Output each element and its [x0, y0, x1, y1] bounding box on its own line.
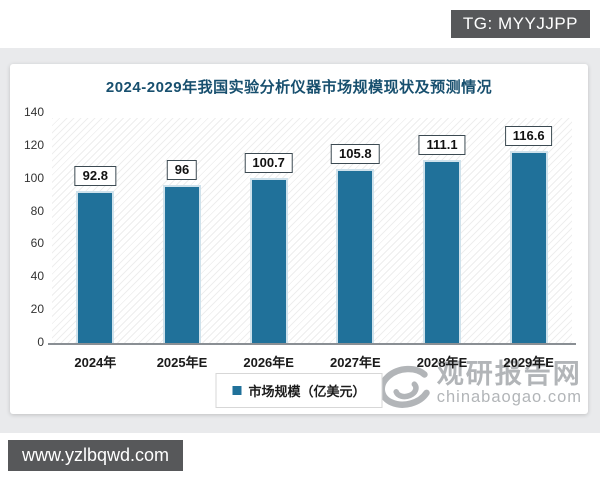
bar-value-label: 96 — [166, 160, 198, 181]
chart-title: 2024-2029年我国实验分析仪器市场规模现状及预测情况 — [105, 79, 493, 96]
y-tick-label: 120 — [23, 137, 44, 152]
bar-value-label: 111.1 — [418, 135, 466, 156]
bar-2025年E — [163, 185, 201, 343]
source-watermark: 观研报告网 chinabaogao.com — [377, 360, 582, 412]
x-axis-label: 2028年E — [416, 355, 468, 370]
bar-2028年E — [423, 160, 461, 343]
chart-legend: 市场规模（亿美元） — [215, 373, 383, 408]
y-tick-label: 140 — [23, 105, 44, 119]
chart-card: 2024-2029年我国实验分析仪器市场规模现状及预测情况 0 20 40 60 80 1… — [10, 64, 588, 414]
y-tick-label: 100 — [23, 170, 44, 185]
bar-value-label: 105.8 — [331, 144, 380, 165]
y-tick-label: 40 — [30, 269, 44, 284]
x-axis-label: 2024年 — [74, 355, 117, 370]
bar-value-label: 100.7 — [244, 152, 293, 173]
x-axis-label: 2026年E — [243, 355, 294, 370]
legend-label: 市场规模（亿美元） — [248, 384, 366, 399]
legend-marker-icon — [232, 386, 242, 395]
y-tick-label: 80 — [30, 203, 44, 218]
watermark-domain: chinabaogao.com — [436, 388, 582, 407]
y-tick-label: 0 — [37, 335, 44, 349]
x-axis-label: 2029年E — [503, 355, 554, 370]
bar-value-label: 116.6 — [504, 126, 553, 147]
bar-2029年E — [509, 151, 548, 343]
telegram-watermark-badge: TG: MYYJJPP — [450, 10, 590, 38]
x-axis-line — [48, 343, 576, 345]
plot-area — [52, 118, 572, 343]
y-tick-label: 20 — [30, 302, 44, 317]
watermark-texts: 观研报告网 chinabaogao.com — [437, 360, 582, 407]
watermark-site-name: 观研报告网 — [436, 359, 582, 389]
bar-2024年 — [76, 190, 115, 343]
y-tick-label: 60 — [30, 236, 44, 251]
bar-value-label: 92.8 — [74, 165, 116, 186]
bar-2027年E — [336, 169, 375, 343]
url-watermark-badge: www.yzlbqwd.com — [8, 440, 184, 471]
bar-2026年E — [249, 177, 288, 343]
x-axis-label: 2027年E — [330, 355, 381, 370]
x-axis-label: 2025年E — [156, 355, 208, 370]
